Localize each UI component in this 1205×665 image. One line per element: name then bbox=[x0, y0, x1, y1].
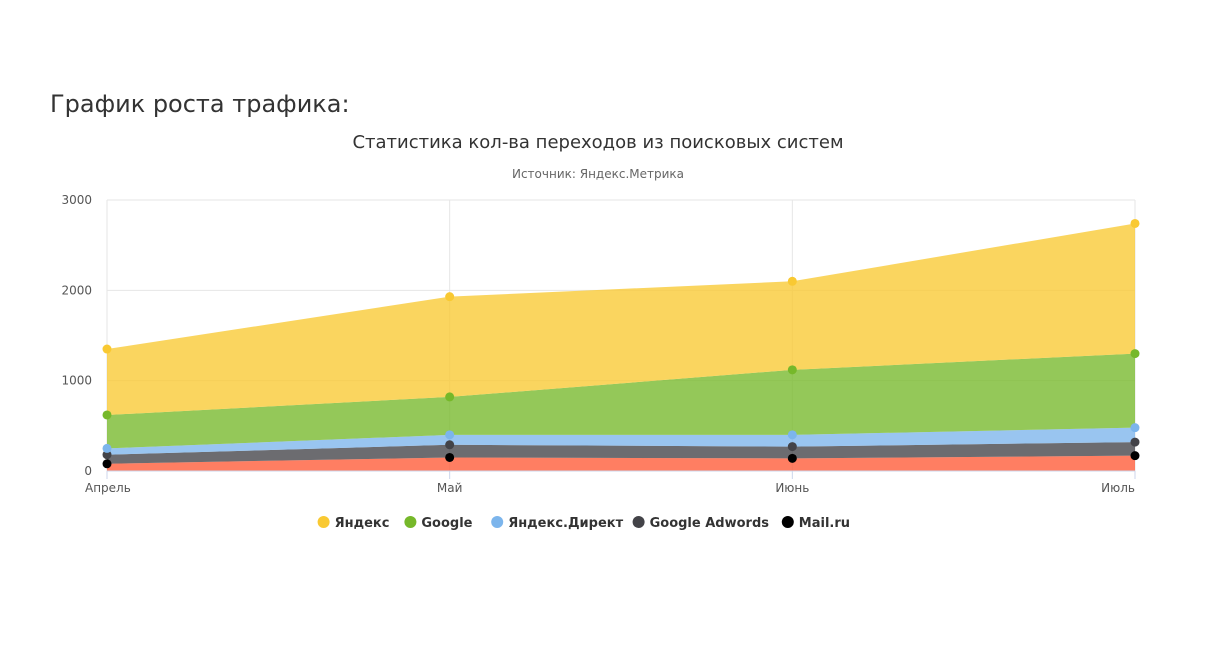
data-point bbox=[445, 452, 455, 462]
data-point bbox=[445, 292, 455, 302]
area-series bbox=[107, 442, 1135, 464]
x-tick-label: Май bbox=[437, 481, 463, 495]
data-point bbox=[787, 276, 797, 286]
data-point bbox=[445, 440, 455, 450]
data-point bbox=[102, 443, 112, 453]
legend-item: Яндекс.Директ bbox=[491, 516, 624, 531]
legend-label: Google Adwords bbox=[650, 516, 770, 531]
legend-label: Яндекс.Директ bbox=[508, 516, 623, 531]
area-series bbox=[107, 455, 1135, 471]
data-point bbox=[787, 365, 797, 375]
legend: Яндекс Google Яндекс.Директ Google Adwords M… bbox=[317, 516, 850, 531]
legend-marker bbox=[404, 516, 417, 528]
series-areas bbox=[107, 223, 1135, 471]
legend-marker bbox=[491, 516, 504, 528]
legend-item: Mail.ru bbox=[781, 516, 850, 531]
legend-label: Яндекс bbox=[335, 516, 390, 531]
legend-marker bbox=[781, 516, 794, 528]
data-point bbox=[445, 392, 455, 402]
legend-marker bbox=[632, 516, 645, 528]
legend-marker bbox=[317, 516, 330, 528]
x-tick-label: Апрель bbox=[85, 481, 131, 495]
y-tick-label: 2000 bbox=[61, 283, 92, 297]
legend-label: Mail.ru bbox=[799, 516, 850, 531]
data-point bbox=[445, 430, 455, 440]
legend-item: Яндекс bbox=[317, 516, 390, 531]
legend-label: Google bbox=[421, 516, 472, 531]
y-tick-label: 3000 bbox=[61, 193, 92, 207]
legend-item: Google Adwords bbox=[632, 516, 770, 531]
page-heading: График роста трафика: bbox=[50, 90, 350, 118]
data-point bbox=[1130, 349, 1140, 359]
data-point bbox=[102, 459, 112, 469]
x-tick-label: Июнь bbox=[775, 481, 809, 495]
area-series bbox=[107, 223, 1135, 415]
data-point bbox=[102, 410, 112, 420]
data-point bbox=[102, 344, 112, 354]
data-point bbox=[787, 442, 797, 452]
y-tick-label: 0 bbox=[84, 464, 92, 478]
chart-subtitle: Источник: Яндекс.Метрика bbox=[512, 167, 684, 181]
data-point bbox=[1130, 437, 1140, 447]
data-point bbox=[787, 430, 797, 440]
axes: 0 1000 2000 3000 Апрель Май Июнь Июль bbox=[61, 193, 1136, 495]
area-series bbox=[107, 353, 1135, 449]
data-point bbox=[1130, 451, 1140, 461]
y-tick-label: 1000 bbox=[61, 374, 92, 388]
data-point bbox=[102, 450, 112, 460]
area-series bbox=[107, 427, 1135, 455]
data-point bbox=[1130, 423, 1140, 433]
legend-item: Google bbox=[404, 516, 473, 531]
data-point bbox=[1130, 218, 1140, 228]
x-tick-label: Июль bbox=[1101, 481, 1135, 495]
chart-title: Статистика кол-ва переходов из поисковых… bbox=[352, 132, 843, 153]
series-markers bbox=[102, 218, 1140, 469]
data-point bbox=[787, 453, 797, 463]
